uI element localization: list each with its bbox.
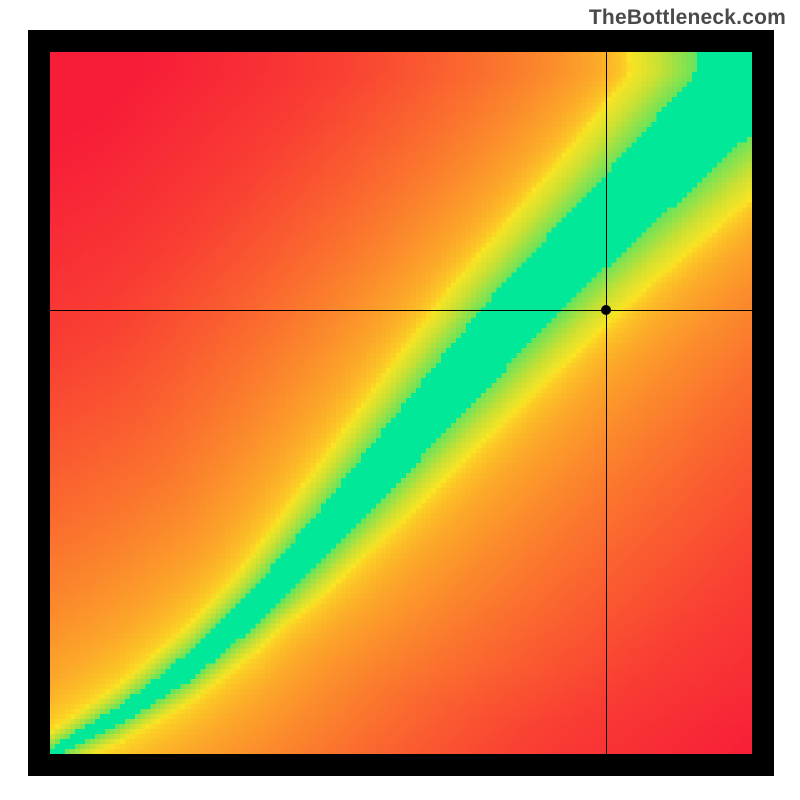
attribution-text: TheBottleneck.com xyxy=(589,6,786,30)
crosshair-marker xyxy=(601,305,611,315)
bottleneck-heatmap xyxy=(50,52,752,754)
chart-container: { "attribution": "TheBottleneck.com", "l… xyxy=(0,0,800,800)
crosshair-horizontal xyxy=(50,310,752,311)
crosshair-vertical xyxy=(606,52,607,754)
